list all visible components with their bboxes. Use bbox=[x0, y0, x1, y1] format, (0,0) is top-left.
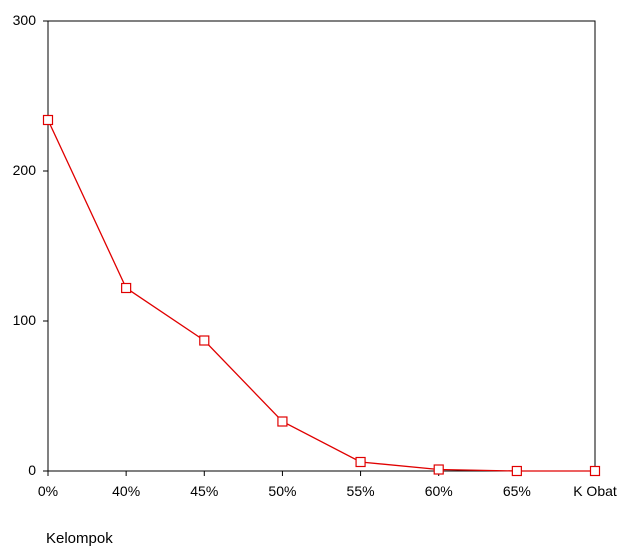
x-axis: 0% 40% 45% 50% 55% 60% 65% K Obat bbox=[38, 471, 617, 499]
y-tick-label: 0 bbox=[28, 462, 36, 478]
x-tick-label: 65% bbox=[503, 483, 531, 499]
data-point-marker bbox=[277, 416, 288, 427]
data-point-marker bbox=[433, 464, 444, 475]
y-axis: 0 100 200 300 bbox=[13, 12, 48, 478]
y-tick-label: 300 bbox=[13, 12, 37, 28]
x-tick-label: 60% bbox=[425, 483, 453, 499]
x-axis-title: Kelompok bbox=[46, 530, 113, 547]
y-tick-label: 200 bbox=[13, 162, 37, 178]
data-point-marker bbox=[199, 335, 210, 346]
data-point-marker bbox=[42, 114, 54, 126]
series-line bbox=[47, 119, 595, 472]
x-tick-label: 0% bbox=[38, 483, 58, 499]
y-tick-label: 100 bbox=[13, 312, 37, 328]
plot-frame bbox=[47, 20, 596, 472]
data-point-marker bbox=[589, 465, 601, 477]
x-tick-label: 45% bbox=[190, 483, 218, 499]
x-tick-label: 40% bbox=[112, 483, 140, 499]
x-tick-label: 55% bbox=[347, 483, 375, 499]
x-tick-label: K Obat bbox=[573, 483, 617, 499]
series-markers bbox=[42, 114, 601, 477]
data-point-marker bbox=[511, 465, 522, 477]
data-point-marker bbox=[355, 456, 366, 468]
data-point-marker bbox=[121, 282, 132, 294]
x-tick-label: 50% bbox=[268, 483, 296, 499]
